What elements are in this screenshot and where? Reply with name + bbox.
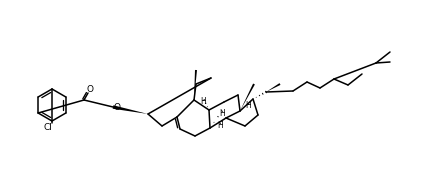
Text: O: O	[113, 102, 121, 111]
Polygon shape	[113, 105, 148, 114]
Text: H: H	[217, 120, 223, 130]
Text: H: H	[245, 102, 251, 111]
Polygon shape	[194, 70, 197, 100]
Polygon shape	[266, 83, 280, 92]
Text: O: O	[86, 85, 93, 94]
Polygon shape	[240, 84, 255, 111]
Text: Cl: Cl	[44, 124, 52, 132]
Text: H: H	[200, 98, 206, 107]
Text: H: H	[219, 109, 225, 117]
